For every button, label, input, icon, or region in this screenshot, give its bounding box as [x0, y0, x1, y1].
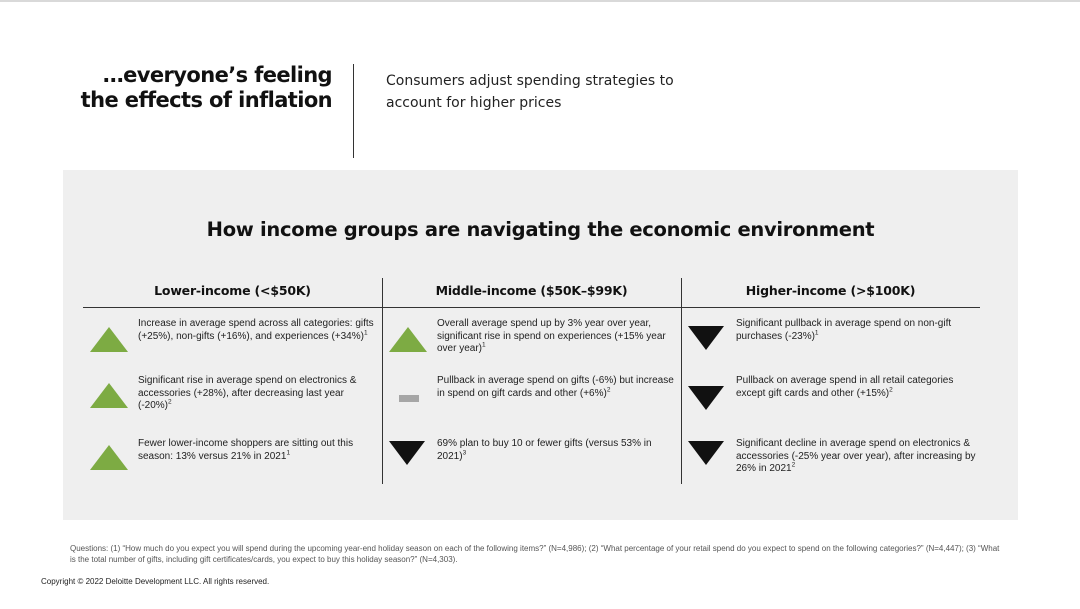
lower-income-item-text: Increase in average spend across all cat…	[138, 318, 378, 343]
item-text: Pullback on average spend in all retail …	[736, 375, 954, 399]
item-text: Increase in average spend across all cat…	[138, 318, 374, 342]
item-text: 69% plan to buy 10 or fewer gifts (versu…	[437, 438, 652, 462]
up-triangle-icon	[90, 383, 128, 408]
item-text: Pullback in average spend on gifts (-6%)…	[437, 375, 674, 399]
footnote-marker: 1	[814, 329, 819, 337]
footnote-marker: 2	[168, 398, 172, 406]
item-text: Significant decline in average spend on …	[736, 438, 976, 474]
up-triangle-icon	[389, 327, 427, 352]
higher-income-item-text: Significant decline in average spend on …	[736, 438, 976, 476]
item-text: Fewer lower-income shoppers are sitting …	[138, 438, 354, 462]
income-groups-panel: How income groups are navigating the eco…	[63, 170, 1018, 520]
up-triangle-icon	[90, 327, 128, 352]
top-rule	[0, 0, 1080, 2]
lower-income-item-text: Significant rise in average spend on ele…	[138, 375, 378, 413]
middle-income-item-text: Pullback in average spend on gifts (-6%)…	[437, 375, 677, 400]
item-text: Overall average spend up by 3% year over…	[437, 318, 666, 354]
lower-income-item-text: Fewer lower-income shoppers are sitting …	[138, 438, 378, 463]
column-separator	[382, 278, 383, 484]
subheadline: Consumers adjust spending strategies to …	[386, 73, 674, 111]
item-text: Significant pullback in average spend on…	[736, 318, 952, 342]
header-divider	[353, 64, 354, 158]
copyright-notice: Copyright © 2022 Deloitte Development LL…	[41, 577, 270, 586]
down-triangle-icon	[688, 386, 724, 410]
higher-income-item-text: Pullback on average spend in all retail …	[736, 375, 976, 400]
column-heading-higher-income: Higher-income (>$100K)	[745, 283, 916, 298]
headline: …everyone’s feeling the effects of infla…	[80, 63, 333, 112]
survey-questions-footnote: Questions: (1) “How much do you expect y…	[70, 544, 1000, 564]
item-text: Significant rise in average spend on ele…	[138, 375, 357, 411]
down-triangle-icon	[389, 441, 425, 465]
panel-title: How income groups are navigating the eco…	[206, 218, 875, 241]
heading-rule	[83, 307, 980, 308]
up-triangle-icon	[90, 445, 128, 470]
column-heading-middle-income: Middle-income ($50K–$99K)	[435, 283, 628, 298]
footnote-marker: 3	[462, 449, 467, 457]
footnote-marker: 1	[363, 329, 368, 337]
footnote-marker: 2	[791, 461, 796, 469]
footnote-marker: 1	[286, 449, 291, 457]
column-separator	[681, 278, 682, 484]
footnote-marker: 1	[482, 341, 486, 349]
down-triangle-icon	[688, 326, 724, 350]
down-triangle-icon	[688, 441, 724, 465]
flat-dash-icon	[399, 395, 419, 402]
footnote-marker: 2	[606, 386, 611, 394]
middle-income-item-text: 69% plan to buy 10 or fewer gifts (versu…	[437, 438, 677, 463]
column-heading-lower-income: Lower-income (<$50K)	[154, 283, 311, 298]
middle-income-item-text: Overall average spend up by 3% year over…	[437, 318, 677, 356]
footnote-marker: 2	[889, 386, 893, 394]
higher-income-item-text: Significant pullback in average spend on…	[736, 318, 976, 343]
